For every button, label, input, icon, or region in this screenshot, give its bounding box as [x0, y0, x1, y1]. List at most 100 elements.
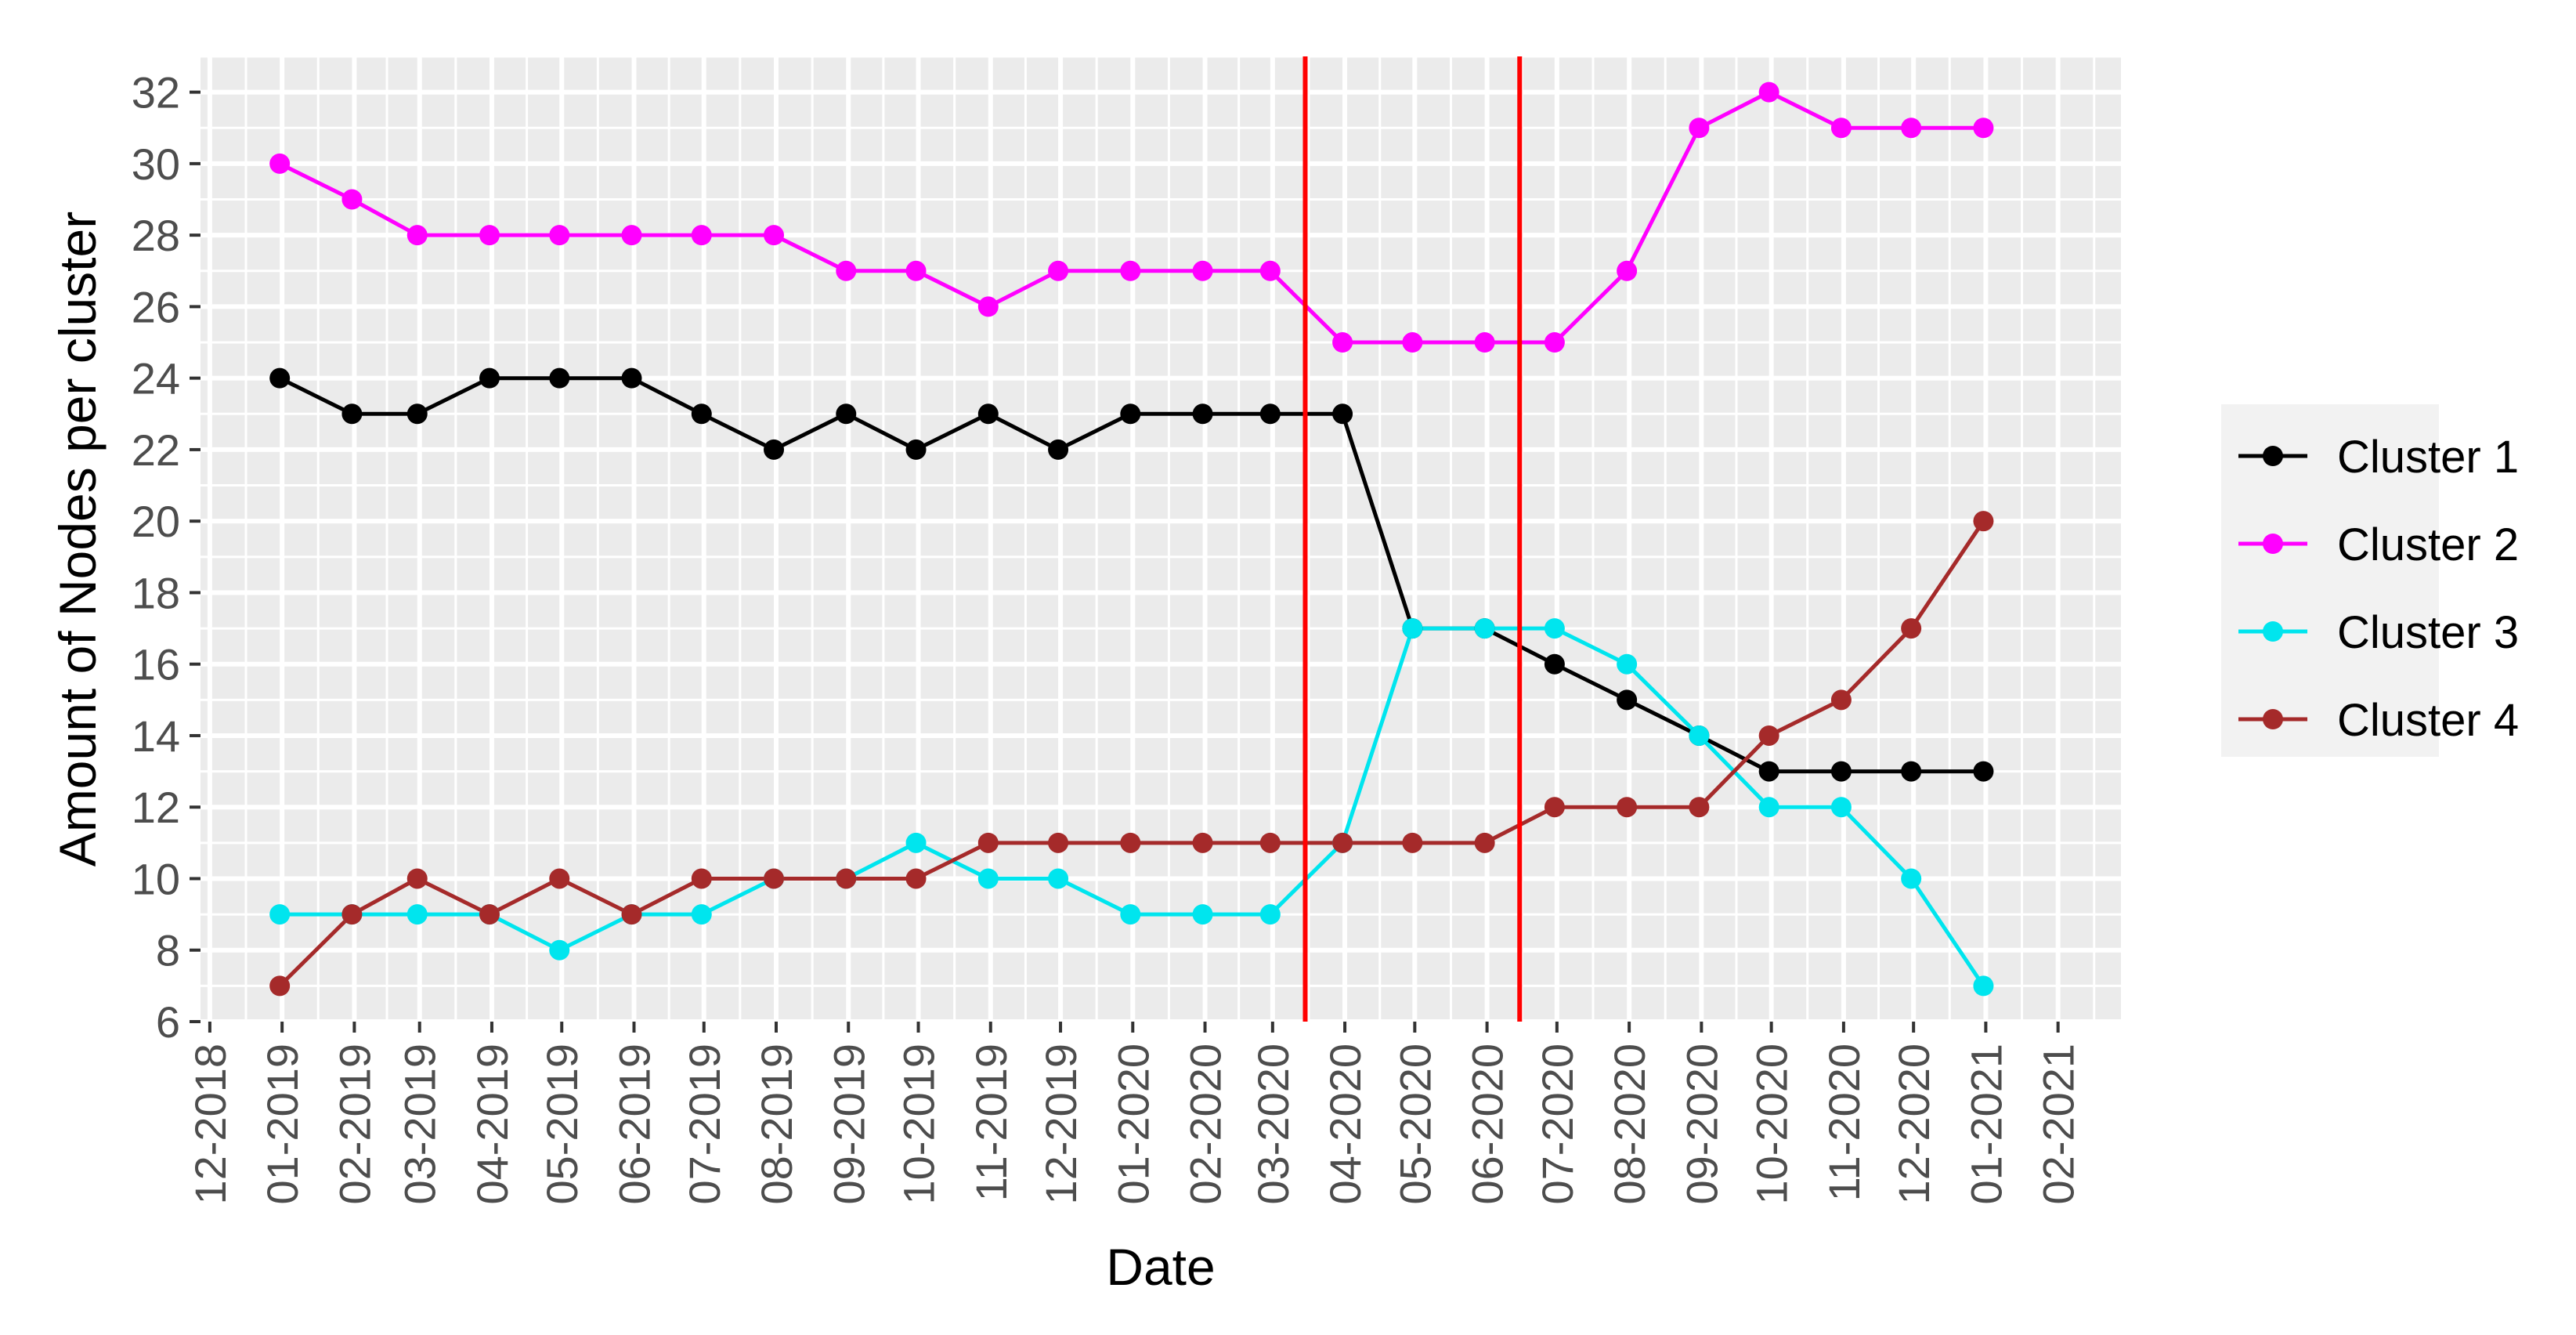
data-point-cluster-1: [1048, 439, 1069, 460]
x-tick-label: 05-2020: [1390, 1044, 1440, 1205]
data-point-cluster-2: [479, 225, 500, 246]
x-tick-label: 02-2019: [330, 1044, 379, 1205]
data-point-cluster-1: [764, 439, 785, 460]
data-point-cluster-4: [764, 868, 785, 889]
data-point-cluster-2: [549, 225, 570, 246]
data-point-cluster-2: [1830, 118, 1852, 139]
legend-label-cluster-2: Cluster 2: [2337, 519, 2519, 570]
y-axis: 6 8 10 12 14 16 18 20 22 24 26 28 30 32: [132, 68, 201, 1047]
data-point-cluster-4: [905, 868, 927, 889]
data-point-cluster-4: [1901, 618, 1922, 639]
x-tick-label: 11-2020: [1819, 1044, 1869, 1201]
legend-label-cluster-4: Cluster 4: [2337, 695, 2519, 746]
y-tick-label: 8: [156, 926, 180, 975]
data-point-cluster-2: [269, 153, 291, 174]
data-point-cluster-1: [836, 403, 857, 425]
data-point-cluster-1: [1544, 653, 1565, 675]
data-point-cluster-2: [764, 225, 785, 246]
data-point-cluster-2: [1544, 332, 1565, 353]
data-point-cluster-1: [341, 403, 363, 425]
x-axis: 12-2018 01-2019 02-2019 03-2019 04-2019 05-20…: [186, 1022, 2083, 1205]
data-point-cluster-4: [1048, 832, 1069, 853]
y-tick-label: 10: [132, 854, 180, 903]
x-tick-label: 04-2019: [468, 1044, 517, 1205]
data-point-cluster-4: [1332, 832, 1353, 853]
data-point-cluster-4: [1259, 832, 1281, 853]
data-point-cluster-2: [1617, 260, 1638, 281]
data-point-cluster-2: [1332, 332, 1353, 353]
x-tick-label: 03-2019: [396, 1044, 445, 1205]
y-tick-label: 14: [132, 711, 180, 761]
y-tick-label: 16: [132, 640, 180, 689]
data-point-cluster-3: [977, 868, 999, 889]
data-point-cluster-3: [1758, 797, 1779, 818]
data-point-cluster-2: [1758, 81, 1779, 103]
data-point-cluster-2: [1474, 332, 1495, 353]
data-point-cluster-2: [1973, 118, 1994, 139]
data-point-cluster-1: [269, 367, 291, 389]
x-tick-label: 01-2020: [1108, 1044, 1158, 1205]
legend-label-cluster-1: Cluster 1: [2337, 432, 2519, 483]
data-point-cluster-4: [1402, 832, 1423, 853]
data-point-cluster-3: [269, 904, 291, 925]
data-point-cluster-3: [1617, 653, 1638, 675]
data-point-cluster-4: [1830, 689, 1852, 711]
x-tick-label: 11-2019: [966, 1044, 1016, 1201]
data-point-cluster-2: [691, 225, 712, 246]
data-point-cluster-1: [1830, 761, 1852, 782]
data-point-cluster-4: [621, 904, 642, 925]
data-point-cluster-2: [1259, 260, 1281, 281]
data-point-cluster-1: [905, 439, 927, 460]
y-axis-title: Amount of Nodes per cluster: [49, 212, 107, 866]
data-point-cluster-4: [479, 904, 500, 925]
x-tick-label: 06-2019: [609, 1044, 659, 1205]
y-tick-label: 22: [132, 425, 180, 475]
data-point-cluster-4: [1544, 797, 1565, 818]
data-point-cluster-1: [1332, 403, 1353, 425]
data-point-cluster-4: [1973, 511, 1994, 532]
data-point-cluster-2: [1120, 260, 1141, 281]
x-axis-title: Date: [1106, 1238, 1215, 1296]
legend-label-cluster-3: Cluster 3: [2337, 607, 2519, 658]
x-tick-label: 12-2018: [186, 1044, 235, 1205]
x-tick-label: 08-2019: [752, 1044, 801, 1205]
data-point-cluster-1: [406, 403, 428, 425]
data-point-cluster-4: [1474, 832, 1495, 853]
legend-key-background: [2221, 404, 2439, 757]
legend-key-point-cluster-2: [2263, 534, 2283, 554]
y-tick-label: 18: [132, 568, 180, 617]
data-point-cluster-4: [1689, 797, 1710, 818]
data-point-cluster-1: [1901, 761, 1922, 782]
data-point-cluster-3: [1192, 904, 1213, 925]
y-tick-label: 30: [132, 139, 180, 189]
data-point-cluster-4: [1758, 725, 1779, 746]
data-point-cluster-4: [836, 868, 857, 889]
plot-panel: [201, 56, 2121, 1022]
data-point-cluster-1: [1120, 403, 1141, 425]
data-point-cluster-3: [1120, 904, 1141, 925]
data-point-cluster-2: [406, 225, 428, 246]
y-tick-label: 24: [132, 354, 180, 403]
x-tick-label: 01-2021: [1961, 1044, 2011, 1205]
data-point-cluster-3: [1689, 725, 1710, 746]
data-point-cluster-2: [341, 189, 363, 210]
x-tick-label: 09-2019: [824, 1044, 873, 1205]
data-point-cluster-4: [269, 975, 291, 997]
data-point-cluster-3: [1544, 618, 1565, 639]
x-tick-label: 09-2020: [1677, 1044, 1726, 1205]
data-point-cluster-4: [691, 868, 712, 889]
data-point-cluster-4: [1192, 832, 1213, 853]
x-tick-label: 07-2019: [680, 1044, 729, 1205]
data-point-cluster-1: [479, 367, 500, 389]
data-point-cluster-1: [977, 403, 999, 425]
data-point-cluster-3: [1973, 975, 1994, 997]
data-point-cluster-3: [1259, 904, 1281, 925]
x-tick-label: 01-2019: [258, 1044, 307, 1205]
x-tick-label: 03-2020: [1248, 1044, 1298, 1205]
data-point-cluster-3: [549, 939, 570, 961]
data-point-cluster-4: [1617, 797, 1638, 818]
data-point-cluster-1: [1259, 403, 1281, 425]
legend: Cluster 1 Cluster 2 Cluster 3 Cluster 4: [2221, 404, 2519, 757]
